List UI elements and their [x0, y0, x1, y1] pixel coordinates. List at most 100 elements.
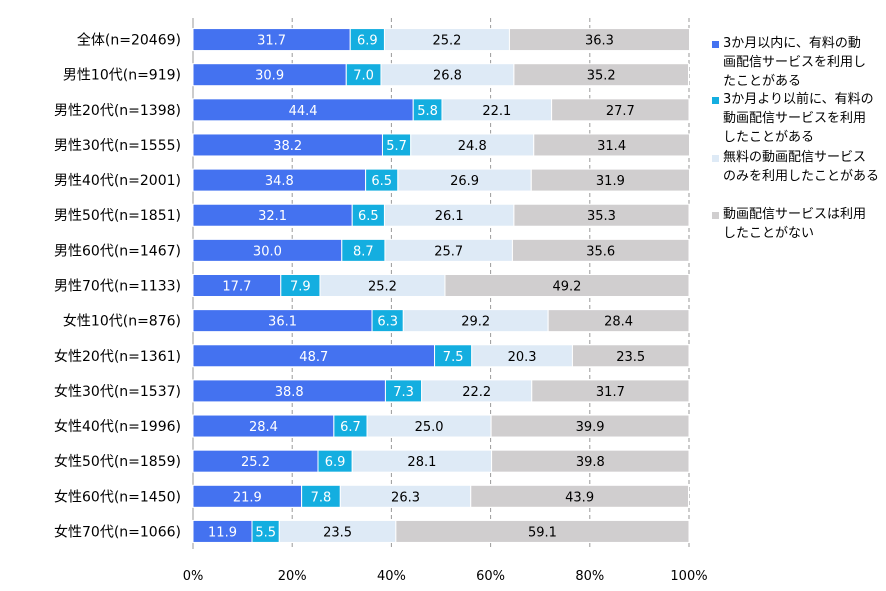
bar-segment	[491, 449, 690, 473]
data-label: 25.2	[241, 455, 270, 470]
bars	[192, 28, 690, 543]
data-label: 6.7	[340, 420, 361, 435]
data-label: 7.8	[311, 490, 332, 505]
data-label: 23.5	[616, 350, 645, 365]
data-label: 26.1	[435, 209, 464, 224]
x-tick-labels: 0% 20% 40% 60% 80% 100%	[183, 569, 708, 584]
data-label: 25.0	[415, 420, 444, 435]
category-label: 男性20代(n=1398)	[54, 103, 181, 119]
data-labels: 31.7 6.9 25.2 36.3 30.9 7.0 26.8 35.2 44.4 5.8 22.…	[208, 34, 645, 541]
bar-segment	[551, 98, 690, 122]
bar-segment	[513, 63, 690, 87]
data-label: 36.3	[585, 34, 614, 49]
data-label: 6.5	[358, 209, 379, 224]
category-label: 男性10代(n=919)	[63, 68, 181, 84]
x-tick-label: 60%	[476, 569, 505, 584]
legend-label: 動画配信サービスは利用 したことがない	[723, 205, 886, 243]
data-label: 28.4	[249, 420, 278, 435]
category-label: 男性60代(n=1467)	[54, 243, 181, 259]
data-label: 39.9	[576, 420, 605, 435]
data-label: 11.9	[208, 525, 237, 540]
data-label: 49.2	[553, 280, 582, 295]
bar-segment	[533, 133, 690, 157]
data-label: 5.7	[386, 139, 407, 154]
bar-segment	[395, 519, 690, 543]
legend-marker	[712, 97, 719, 104]
x-tick-label: 40%	[377, 569, 406, 584]
category-label: 女性40代(n=1996)	[54, 418, 181, 435]
data-label: 30.9	[255, 69, 284, 84]
data-label: 7.3	[393, 385, 414, 400]
category-label: 女性20代(n=1361)	[54, 348, 181, 365]
bar-segment	[490, 414, 690, 438]
data-label: 26.8	[433, 69, 462, 84]
data-label: 23.5	[323, 525, 352, 540]
data-label: 34.8	[265, 174, 294, 189]
data-label: 7.9	[290, 280, 311, 295]
data-label: 28.4	[604, 315, 633, 330]
data-label: 25.2	[432, 34, 461, 49]
data-label: 35.3	[587, 209, 616, 224]
data-label: 48.7	[299, 350, 328, 365]
bar-segment	[547, 309, 690, 333]
category-label: 女性10代(n=876)	[63, 313, 181, 330]
data-label: 31.4	[597, 139, 626, 154]
bar-segment	[513, 203, 690, 227]
legend-label: 無料の動画配信サービス のみを利用したことがある	[723, 148, 886, 186]
data-label: 31.7	[257, 34, 286, 49]
data-label: 8.7	[353, 244, 374, 259]
bar-segment	[470, 484, 690, 508]
legend-marker	[712, 212, 719, 219]
data-label: 31.7	[596, 385, 625, 400]
data-label: 28.1	[407, 455, 436, 470]
legend-line: 動画配信サービスは利用	[723, 207, 867, 222]
x-tick-label: 20%	[278, 569, 307, 584]
data-label: 6.3	[377, 315, 398, 330]
category-label: 男性70代(n=1133)	[54, 279, 181, 295]
bar-segment	[531, 379, 690, 403]
data-label: 39.8	[576, 455, 605, 470]
category-labels: 全体(n=20469) 男性10代(n=919) 男性20代(n=1398) 男性30…	[54, 32, 181, 541]
data-label: 27.7	[606, 104, 635, 119]
data-label: 29.2	[461, 315, 490, 330]
category-label: 男性40代(n=2001)	[54, 173, 181, 189]
category-label: 女性50代(n=1859)	[54, 453, 181, 470]
legend-line: 無料の動画配信サービス	[723, 150, 867, 165]
legend-line: したことがない	[723, 226, 815, 241]
x-tick-label: 0%	[183, 569, 204, 584]
legend-marker	[712, 155, 719, 162]
bar-segment	[444, 274, 690, 297]
data-label: 5.5	[255, 525, 276, 540]
data-label: 32.1	[258, 209, 287, 224]
data-label: 20.3	[508, 350, 537, 365]
category-label: 男性50代(n=1851)	[54, 208, 181, 224]
data-label: 38.8	[275, 385, 304, 400]
data-label: 35.6	[586, 244, 615, 259]
legend-line: たことがある	[723, 74, 802, 89]
data-label: 38.2	[273, 139, 302, 154]
data-label: 43.9	[565, 490, 594, 505]
data-label: 26.3	[391, 490, 420, 505]
data-label: 44.4	[289, 104, 318, 119]
data-label: 25.2	[368, 280, 397, 295]
legend-line: 動画配信サービスを利用	[723, 111, 867, 126]
data-label: 30.0	[253, 244, 282, 259]
data-label: 36.1	[268, 315, 297, 330]
legend-marker	[712, 41, 719, 48]
data-label: 6.5	[371, 174, 392, 189]
bar-segment	[508, 28, 690, 52]
data-label: 25.7	[434, 244, 463, 259]
legend-line: したことがある	[723, 130, 815, 145]
category-label: 女性70代(n=1066)	[54, 523, 181, 540]
legend-line: のみを利用したことがある	[723, 169, 880, 184]
x-tick-label: 100%	[670, 569, 707, 584]
x-tick-label: 80%	[575, 569, 604, 584]
bar-segment	[511, 238, 690, 262]
legend-line: 3か月以内に、有料の動	[723, 36, 861, 51]
category-label: 男性30代(n=1555)	[54, 138, 181, 154]
data-label: 7.5	[443, 350, 464, 365]
data-label: 35.2	[587, 69, 616, 84]
data-label: 24.8	[458, 139, 487, 154]
data-label: 6.9	[325, 455, 346, 470]
